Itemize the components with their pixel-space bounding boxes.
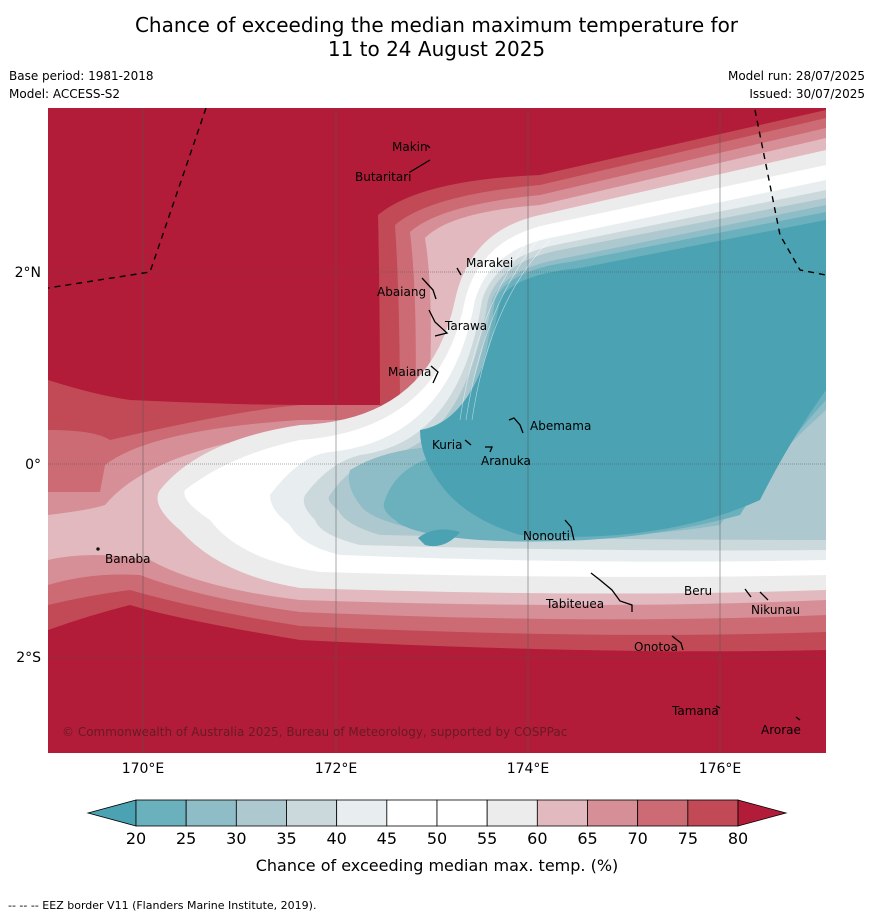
place-label-banaba: Banaba (105, 552, 151, 566)
colorbar-tick-label: 45 (377, 829, 397, 848)
lat-tick-2n: 2°N (15, 265, 41, 281)
colorbar-cell (235, 799, 287, 827)
place-label-aranuka: Aranuka (481, 454, 531, 468)
colorbar-tick-label: 35 (276, 829, 296, 848)
place-label-abaiang: Abaiang (377, 285, 426, 299)
place-labels: Makin Butaritari Marakei Abaiang Tarawa … (105, 140, 801, 737)
issued-date: Issued: 30/07/2025 (749, 87, 865, 101)
colorbar-tick-label: 75 (678, 829, 698, 848)
longitude-ticks: 170°E 172°E 174°E 176°E (122, 761, 742, 777)
colorbar-cell (436, 799, 488, 827)
colorbar-cell (386, 799, 438, 827)
colorbar-tick-label: 60 (527, 829, 547, 848)
colorbar-tick-label: 80 (728, 829, 748, 848)
colorbar-tick-label: 70 (627, 829, 647, 848)
place-label-nikunau: Nikunau (751, 603, 800, 617)
colorbar-tick-labels: 20 25 30 35 40 45 50 55 60 65 70 75 80 (126, 829, 748, 848)
place-label-arorae: Arorae (761, 723, 801, 737)
band-below-20-patch (418, 529, 460, 547)
lat-tick-0: 0° (25, 457, 41, 473)
place-label-maiana: Maiana (388, 365, 431, 379)
colorbar-cell (637, 799, 689, 827)
colorbar-low-extension (86, 799, 137, 827)
colorbar-cell (536, 799, 588, 827)
band-below-20 (420, 220, 826, 537)
colorbar-tick-label: 25 (176, 829, 196, 848)
colorbar-cell (135, 799, 187, 827)
place-label-abemama: Abemama (530, 419, 591, 433)
latitude-ticks: 2°N 0° 2°S (15, 265, 42, 666)
lon-tick-174: 174°E (507, 761, 550, 777)
place-label-beru: Beru (684, 584, 712, 598)
lat-tick-2s: 2°S (16, 650, 41, 666)
colorbar-tick-label: 50 (427, 829, 447, 848)
colorbar-tick-label: 55 (477, 829, 497, 848)
place-label-tarawa: Tarawa (444, 319, 487, 333)
base-period: Base period: 1981-2018 (9, 69, 154, 83)
lon-tick-176: 176°E (699, 761, 742, 777)
colorbar-high-extension (737, 799, 788, 827)
model-name: Model: ACCESS-S2 (9, 87, 121, 101)
place-label-makin: Makin (392, 140, 428, 154)
title-line-1: Chance of exceeding the median maximum t… (134, 13, 739, 37)
eez-footnote: -- -- -- EEZ border V11 (Flanders Marine… (8, 899, 317, 912)
colorbar-cell (587, 799, 639, 827)
colorbar: 20 25 30 35 40 45 50 55 60 65 70 75 80 Chance of exc… (86, 799, 788, 875)
colorbar-label: Chance of exceeding median max. temp. (%… (256, 856, 619, 875)
title-line-2: 11 to 24 August 2025 (327, 37, 546, 61)
colorbar-tick-label: 40 (326, 829, 346, 848)
copyright-notice: © Commonwealth of Australia 2025, Bureau… (62, 725, 567, 739)
colorbar-tick-label: 20 (126, 829, 146, 848)
colorbar-cell (687, 799, 739, 827)
colorbar-tick-label: 65 (577, 829, 597, 848)
model-run: Model run: 28/07/2025 (727, 69, 865, 83)
place-label-butaritari: Butaritari (355, 170, 412, 184)
colorbar-cells (135, 799, 739, 827)
place-label-kuria: Kuria (432, 438, 463, 452)
lon-tick-170: 170°E (122, 761, 165, 777)
probability-field: Makin Butaritari Marakei Abaiang Tarawa … (48, 108, 826, 753)
place-label-marakei: Marakei (466, 256, 513, 270)
colorbar-cell (486, 799, 538, 827)
lon-tick-172: 172°E (315, 761, 358, 777)
colorbar-tick-label: 30 (226, 829, 246, 848)
islands (96, 144, 801, 721)
grid-lines (48, 108, 826, 753)
place-label-tamana: Tamana (671, 704, 719, 718)
colorbar-cell (336, 799, 388, 827)
place-label-tabiteuea: Tabiteuea (545, 597, 604, 611)
contour-lines (459, 224, 551, 421)
eez-border (48, 108, 826, 289)
place-label-onotoa: Onotoa (634, 640, 678, 654)
colorbar-cell (286, 799, 338, 827)
place-label-nonouti: Nonouti (523, 529, 570, 543)
colorbar-cell (185, 799, 237, 827)
